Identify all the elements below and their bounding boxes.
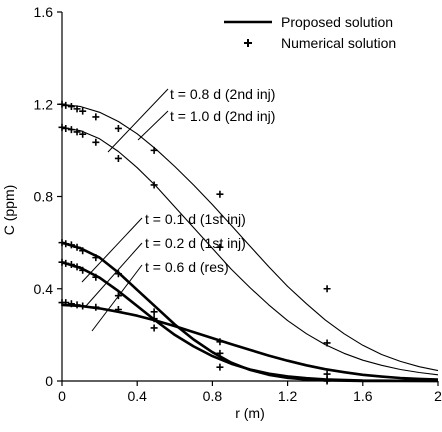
numerical-point-0-5: [92, 113, 100, 121]
numerical-point-2-3: [73, 243, 81, 251]
series-label-t-1-0-d-2nd-inj: t = 1.0 d (2nd inj): [170, 108, 275, 124]
numerical-point-2-7: [150, 308, 158, 316]
legend: Proposed solution Numerical solution: [224, 14, 396, 51]
series-label-t-0-8-d-2nd-inj: t = 0.8 d (2nd inj): [170, 86, 275, 102]
numerical-point-3-8: [216, 363, 224, 371]
x-tick-label-1: 0.4: [127, 388, 147, 404]
y-tick-label-1: 0.4: [34, 281, 54, 297]
series-line-t-0-8-d-2nd-inj: [61, 103, 439, 372]
numerical-point-0-2: [67, 103, 75, 111]
numerical-point-4-4: [79, 302, 87, 310]
leader-line-t-0-1-d-1st-inj: [81, 217, 143, 283]
x-tick-label-4: 1.6: [353, 388, 373, 404]
numerical-point-2-2: [67, 241, 75, 249]
numerical-point-0-4: [79, 107, 87, 115]
leader-line-t-0-6-d-res: [91, 264, 143, 332]
legend-plus-sample: [244, 39, 252, 47]
axes-layer: 0 0.4 0.8 1.2 1.6 2 0 0.4 0.8 1.2 1.6: [34, 4, 442, 404]
numerical-point-0-1: [62, 101, 70, 109]
numerical-point-3-1: [62, 259, 70, 267]
numerical-point-4-9: [323, 370, 331, 378]
series-label-t-0-2-d-1st-inj: t = 0.2 d (1st inj): [145, 235, 246, 251]
x-tick-label-0: 0: [58, 388, 66, 404]
numerical-point-1-2: [67, 126, 75, 134]
numerical-point-2-4: [79, 247, 87, 255]
x-tick-label-3: 1.2: [278, 388, 298, 404]
numerical-point-4-7: [150, 315, 158, 323]
numerical-point-3-7: [150, 324, 158, 332]
numerical-point-4-1: [62, 299, 70, 307]
series-label-t-0-1-d-1st-inj: t = 0.1 d (1st inj): [145, 211, 246, 227]
numerical-point-4-5: [92, 303, 100, 311]
numerical-point-1-3: [73, 128, 81, 136]
numerical-point-0-7: [150, 146, 158, 154]
legend-label-1: Numerical solution: [281, 35, 396, 51]
points-layer: [58, 100, 331, 385]
numerical-point-1-1: [62, 124, 70, 132]
numerical-point-2-5: [92, 254, 100, 262]
numerical-point-1-4: [79, 130, 87, 138]
x-axis-title: r (m): [235, 405, 265, 421]
numerical-point-2-6: [114, 270, 122, 278]
series-line-t-0-6-d-res: [61, 303, 439, 381]
y-tick-label-4: 1.6: [34, 4, 54, 20]
numerical-point-1-8: [216, 243, 224, 251]
numerical-point-4-8: [216, 338, 224, 346]
leader-line-t-0-2-d-1st-inj: [85, 242, 143, 307]
series-line-t-1-0-d-2nd-inj: [61, 126, 439, 376]
numerical-point-4-6: [114, 306, 122, 314]
leader-line-t-0-8-d-2nd-inj: [107, 88, 169, 153]
x-tick-label-2: 0.8: [203, 388, 223, 404]
y-tick-label-2: 0.8: [34, 189, 54, 205]
annotations-layer: t = 0.8 d (2nd inj) t = 1.0 d (2nd inj) t …: [81, 86, 275, 332]
curves-layer: [61, 103, 439, 383]
numerical-point-1-5: [92, 138, 100, 146]
numerical-point-3-2: [67, 261, 75, 269]
y-axis-title: C (ppm): [1, 185, 17, 236]
series-label-t-0-6-d-res: t = 0.6 d (res): [145, 259, 229, 275]
leader-line-t-1-0-d-2nd-inj: [137, 110, 169, 141]
numerical-point-0-6: [114, 124, 122, 132]
series-line-t-0-2-d-1st-inj: [61, 260, 439, 383]
numerical-point-0-8: [216, 190, 224, 198]
numerical-point-1-9: [323, 339, 331, 347]
numerical-point-3-3: [73, 263, 81, 271]
x-tick-label-5: 2: [434, 388, 442, 404]
y-tick-label-3: 1.2: [34, 96, 54, 112]
numerical-point-4-3: [73, 301, 81, 309]
numerical-point-1-6: [114, 154, 122, 162]
numerical-point-0-3: [73, 105, 81, 113]
legend-label-0: Proposed solution: [281, 14, 393, 30]
y-tick-label-0: 0: [45, 373, 53, 389]
numerical-point-3-4: [79, 266, 87, 274]
numerical-point-3-5: [92, 273, 100, 281]
numerical-point-0-9: [323, 285, 331, 293]
numerical-point-2-1: [62, 240, 70, 248]
numerical-point-4-2: [67, 300, 75, 308]
numerical-point-1-7: [150, 181, 158, 189]
numerical-point-2-8: [216, 349, 224, 357]
